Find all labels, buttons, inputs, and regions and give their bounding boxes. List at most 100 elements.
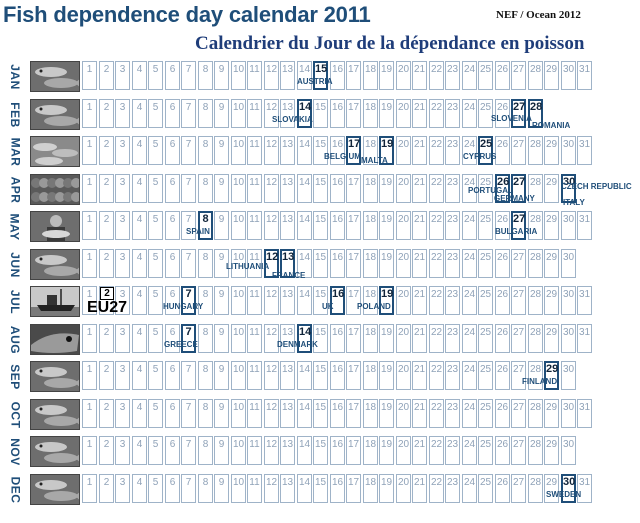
day-cell: 30	[561, 211, 576, 240]
day-cell: 12	[264, 361, 279, 390]
day-cell: 9	[214, 136, 229, 165]
day-cell: 8	[198, 361, 213, 390]
day-cell: 24	[462, 399, 477, 428]
day-cell: 11	[247, 286, 262, 315]
day-cell: 8	[198, 399, 213, 428]
day-cell: 16	[330, 474, 345, 503]
day-cell: 21	[412, 361, 427, 390]
day-cell: 11	[247, 211, 262, 240]
day-cell: 6	[165, 211, 180, 240]
day-cell: 2	[99, 174, 114, 203]
day-cell: 12	[264, 99, 279, 128]
day-cell: 26	[495, 286, 510, 315]
day-cell: 24	[462, 286, 477, 315]
day-cell: 27	[511, 61, 526, 90]
day-cell: 13	[280, 61, 295, 90]
day-cell: 1	[82, 61, 97, 90]
day-cell: 20	[396, 399, 411, 428]
day-cell: 1	[82, 474, 97, 503]
day-cell: 7	[181, 99, 196, 128]
day-cell: 9	[214, 361, 229, 390]
day-cell: 6	[165, 361, 180, 390]
day-cell: 23	[445, 436, 460, 465]
fish-photo-icon	[30, 399, 80, 430]
day-cell: 8	[198, 286, 213, 315]
day-cell: 30	[561, 61, 576, 90]
country-label: LITHUANIA	[226, 262, 270, 271]
day-cell: 18	[363, 436, 378, 465]
day-cell: 24	[462, 174, 477, 203]
day-cell: 1	[82, 174, 97, 203]
day-cell: 10	[231, 436, 246, 465]
day-cell: 28	[528, 399, 543, 428]
day-cell: 27	[511, 249, 526, 278]
day-cell: 22	[429, 61, 444, 90]
country-label: MALTA	[361, 156, 388, 165]
country-label: BULGARIA	[495, 227, 538, 236]
day-cell: 23	[445, 474, 460, 503]
month-label-jan: JAN	[8, 63, 23, 90]
day-cell: 17	[346, 474, 361, 503]
day-cell: 23	[445, 286, 460, 315]
day-cell: 10	[231, 361, 246, 390]
day-cell: 3	[115, 249, 130, 278]
fish-photo-icon	[30, 99, 80, 130]
day-cell: 5	[148, 361, 163, 390]
day-cell: 21	[412, 174, 427, 203]
day-cell: 24	[462, 436, 477, 465]
day-cell: 10	[231, 211, 246, 240]
country-label: FRANCE	[272, 271, 306, 280]
day-cell: 13	[280, 286, 295, 315]
month-label-may: MAY	[8, 212, 23, 241]
fish-photo-icon	[30, 474, 80, 505]
day-cell: 14	[297, 474, 312, 503]
day-cell: 21	[412, 474, 427, 503]
day-cell: 20	[396, 211, 411, 240]
country-label: BELGIUM	[324, 152, 361, 161]
day-cell: 7	[181, 136, 196, 165]
day-cell: 18	[363, 211, 378, 240]
day-cell: 14	[297, 436, 312, 465]
day-cell: 13	[280, 99, 295, 128]
day-cell: 20	[396, 61, 411, 90]
day-cell: 27	[511, 99, 526, 128]
day-cell: 5	[148, 136, 163, 165]
day-cell: 27	[511, 436, 526, 465]
day-cell: 8	[198, 99, 213, 128]
day-cell: 11	[247, 474, 262, 503]
day-cell: 4	[132, 474, 147, 503]
day-cell: 13	[280, 211, 295, 240]
day-cell: 20	[396, 286, 411, 315]
day-cell: 2	[99, 324, 114, 353]
day-cell: 24	[462, 211, 477, 240]
day-cell: 18	[363, 324, 378, 353]
day-cell: 9	[214, 99, 229, 128]
day-cell: 26	[495, 399, 510, 428]
day-cell: 7	[181, 436, 196, 465]
day-cell: 3	[115, 324, 130, 353]
day-cell: 6	[165, 436, 180, 465]
day-cell: 8	[198, 324, 213, 353]
day-cell: 31	[577, 61, 592, 90]
day-cell: 16	[330, 136, 345, 165]
country-label: DENMARK	[277, 340, 318, 349]
day-cell: 29	[544, 61, 559, 90]
day-cell: 23	[445, 211, 460, 240]
day-cell: 20	[396, 324, 411, 353]
day-cell: 25	[478, 61, 493, 90]
day-cell: 18	[363, 361, 378, 390]
day-cell: 25	[478, 361, 493, 390]
day-cell: 8	[198, 61, 213, 90]
day-cell: 1	[82, 136, 97, 165]
day-cell: 28	[528, 249, 543, 278]
day-cell: 21	[412, 249, 427, 278]
day-cell: 20	[396, 136, 411, 165]
day-cell: 2	[99, 211, 114, 240]
day-cell: 13	[280, 399, 295, 428]
day-cell: 3	[115, 61, 130, 90]
day-cell: 7	[181, 399, 196, 428]
day-cell: 22	[429, 136, 444, 165]
day-cell: 25	[478, 436, 493, 465]
day-cell: 11	[247, 324, 262, 353]
day-cell: 29	[544, 399, 559, 428]
